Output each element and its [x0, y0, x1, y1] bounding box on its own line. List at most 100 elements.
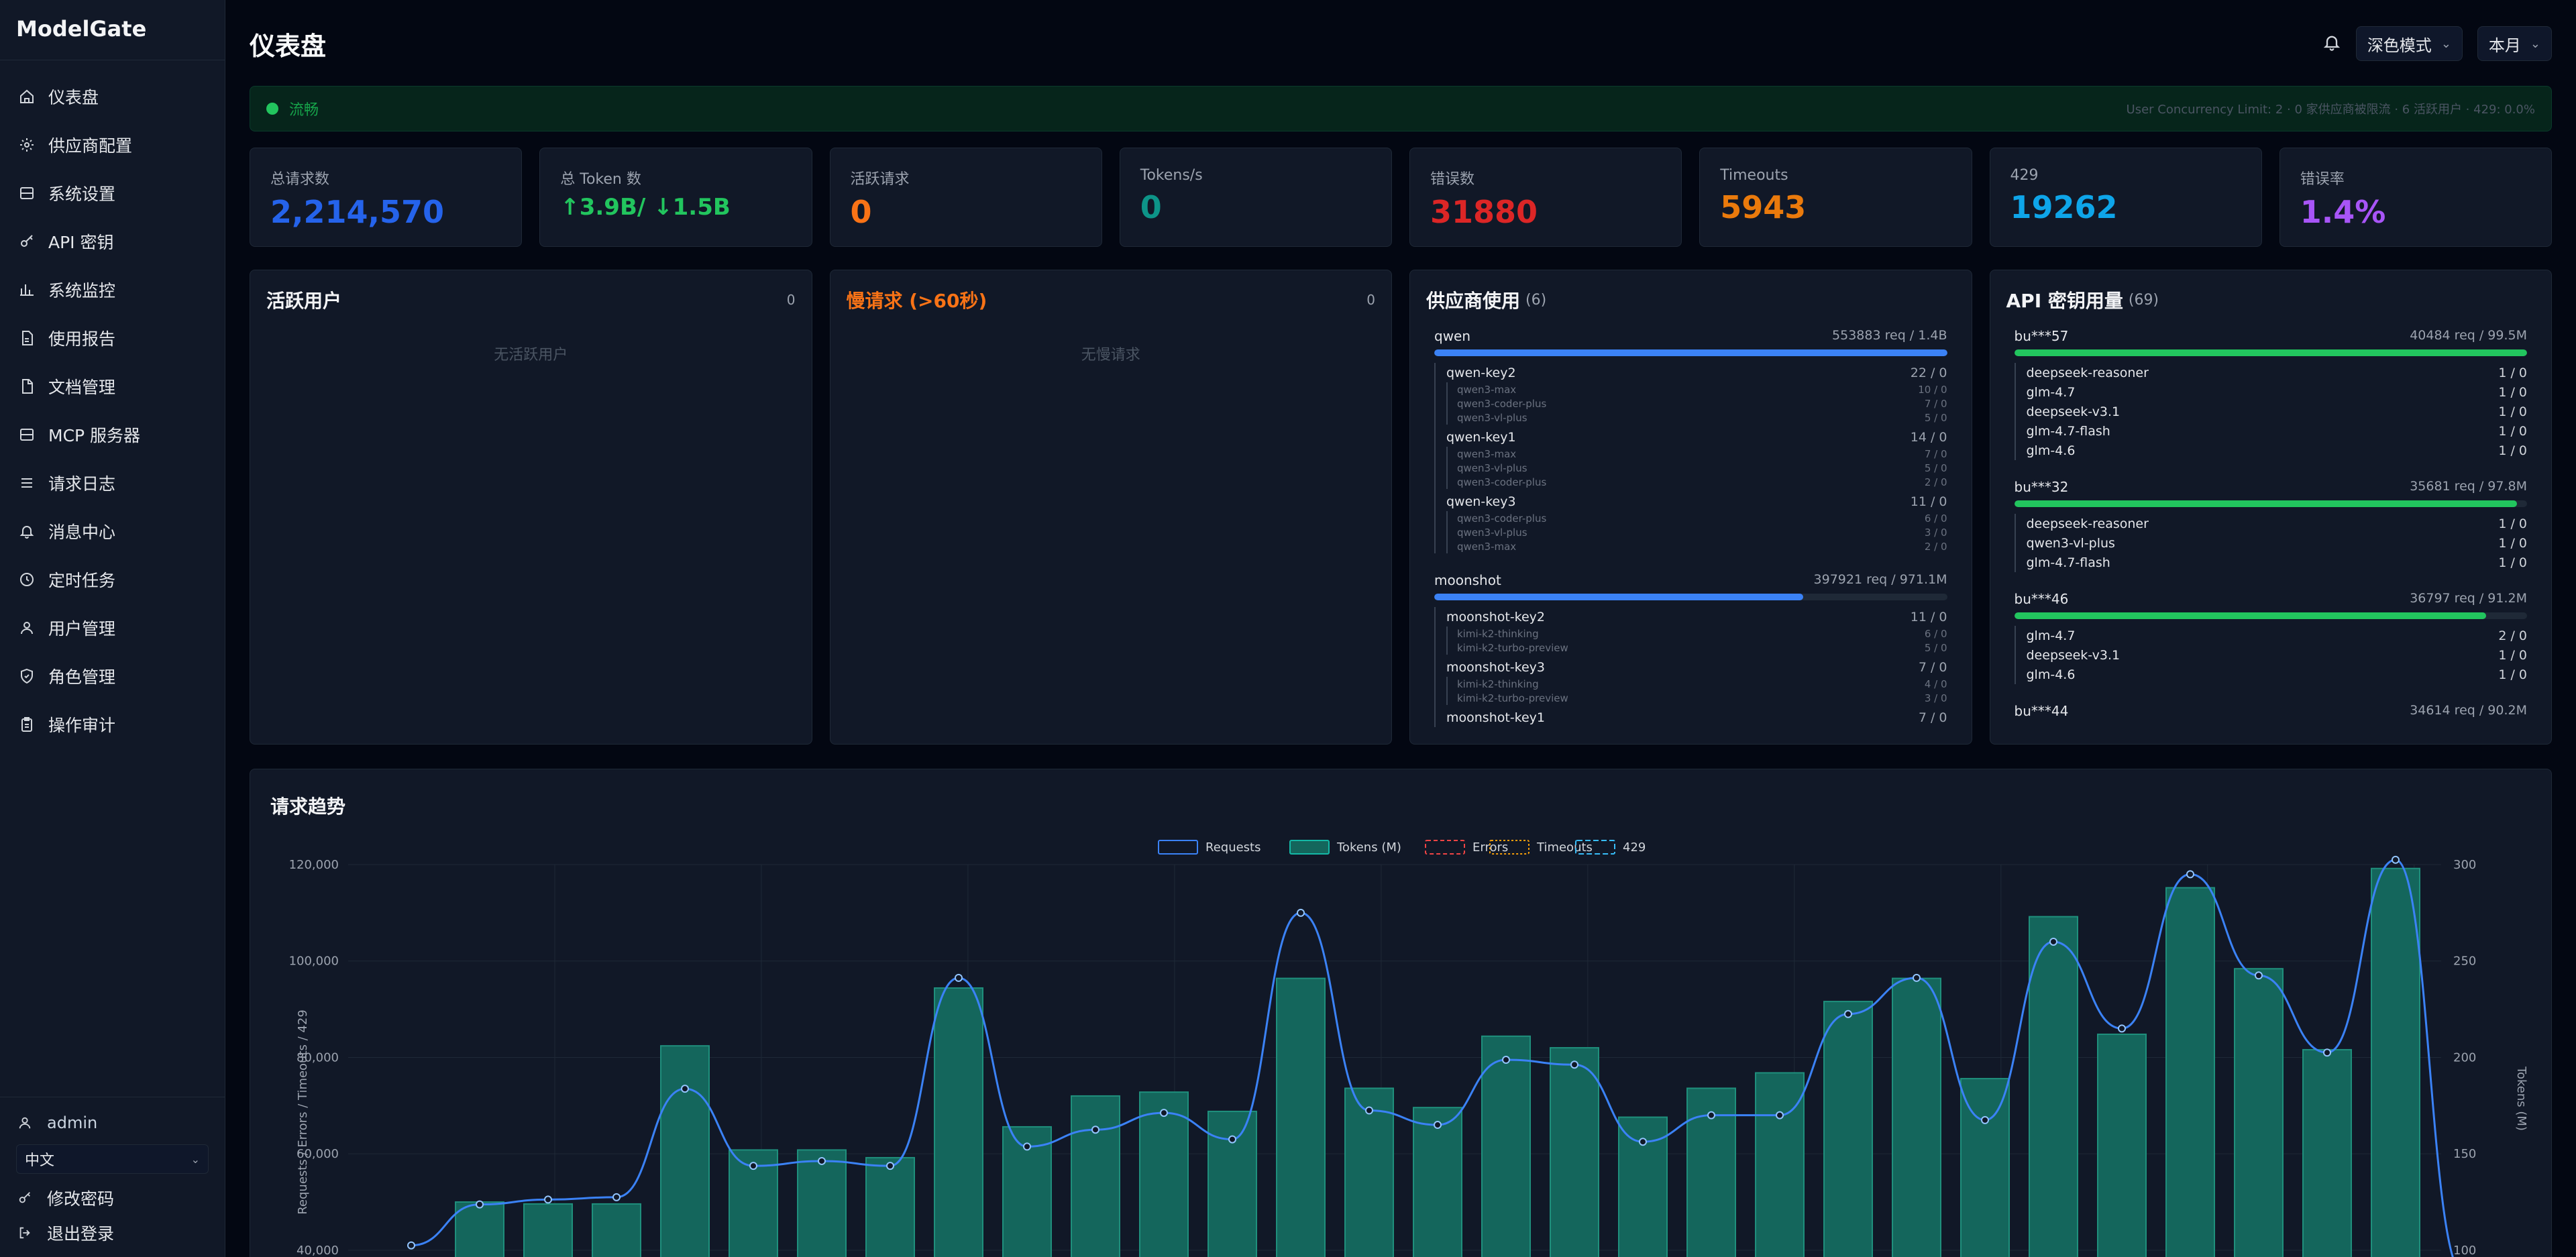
sidebar-item-2[interactable]: 系统设置 — [0, 169, 225, 217]
key-name: moonshot-key2 — [1446, 609, 1546, 624]
tokens-bar — [797, 1149, 847, 1257]
legend-swatch — [1158, 840, 1198, 855]
provider-stats: 553883 req / 1.4B — [1832, 328, 1947, 343]
model-row: qwen3-max 2 / 0 — [1457, 539, 1955, 553]
stat-label: 429 — [2010, 167, 2039, 184]
model-value: 2 / 0 — [2498, 628, 2527, 643]
sidebar-item-5[interactable]: 使用报告 — [0, 314, 225, 362]
provider-name: qwen — [1434, 328, 1471, 344]
provider-keys: qwen-key2 22 / 0 qwen3-max 10 / 0 qwen3-code… — [1434, 363, 1955, 553]
api-key-usage-count: (69) — [2128, 291, 2159, 309]
model-value: 7 / 0 — [1924, 447, 1947, 460]
sidebar-item-6[interactable]: 文档管理 — [0, 362, 225, 411]
api-key-model-row: deepseek-v3.1 1 / 0 — [2027, 402, 2536, 421]
stat-label: 总 Token 数 — [560, 171, 641, 188]
requests-point — [476, 1200, 484, 1209]
y-tick-label: 40,000 — [297, 1244, 339, 1257]
slow-requests-empty: 无慢请求 — [1081, 347, 1140, 364]
model-row: qwen3-vl-plus 5 / 0 — [1457, 461, 1955, 475]
document-icon — [17, 377, 36, 396]
sidebar-item-9[interactable]: 消息中心 — [0, 507, 225, 555]
y2-tick-label: 150 — [2453, 1147, 2476, 1161]
bar-chart-icon — [17, 280, 36, 299]
change-password-button[interactable]: 修改密码 — [0, 1181, 225, 1215]
provider-key-row: moonshot-key3 7 / 0 — [1446, 657, 1955, 677]
key-icon — [17, 232, 36, 251]
y-axis-title: Requests / Errors / Timeouts / 429 — [296, 1009, 310, 1215]
provider-key-row: qwen-key2 22 / 0 — [1446, 363, 1955, 382]
sidebar-item-label: MCP 服务器 — [48, 426, 141, 445]
sidebar-item-label: 请求日志 — [48, 474, 116, 494]
y-tick-label: 100,000 — [289, 954, 339, 969]
chart-title: 请求趋势 — [270, 796, 346, 818]
key-models: qwen3-max 10 / 0 qwen3-coder-plus 7 / 0 qwen… — [1446, 382, 1955, 425]
clock-icon — [17, 570, 36, 589]
api-key-stats: 34614 req / 90.2M — [2410, 703, 2527, 718]
theme-select[interactable]: 深色模式 ⌄ — [2355, 26, 2463, 61]
tokens-bar — [2097, 1033, 2147, 1257]
provider-usage-title: 供应商使用 — [1426, 290, 1521, 312]
model-name: qwen3-max — [1457, 383, 1517, 396]
sidebar-item-1[interactable]: 供应商配置 — [0, 121, 225, 169]
requests-point — [1365, 1106, 1373, 1115]
sidebar-item-4[interactable]: 系统监控 — [0, 266, 225, 314]
sidebar-item-0[interactable]: 仪表盘 — [0, 72, 225, 121]
model-row: qwen3-coder-plus 6 / 0 — [1457, 511, 1955, 525]
model-value: 3 / 0 — [1924, 692, 1947, 704]
model-value: 5 / 0 — [1924, 461, 1947, 474]
requests-point — [1502, 1056, 1510, 1064]
tokens-bar — [1823, 1001, 1873, 1257]
provider-key-row: qwen-key3 11 / 0 — [1446, 492, 1955, 511]
sidebar-item-10[interactable]: 定时任务 — [0, 555, 225, 604]
logout-button[interactable]: 退出登录 — [0, 1215, 225, 1250]
model-name: glm-4.7 — [2026, 384, 2076, 400]
sidebar-item-label: 消息中心 — [48, 523, 116, 542]
date-range-select[interactable]: 本月 ⌄ — [2477, 26, 2552, 61]
model-value: 4 / 0 — [1924, 677, 1947, 690]
api-key-model-row: glm-4.7 1 / 0 — [2027, 382, 2536, 402]
api-key-list[interactable]: bu***57 40484 req / 99.5M deepseek-reasone… — [2006, 328, 2536, 744]
api-key-usage-title: API 密钥用量 — [2006, 290, 2123, 312]
model-value: 1 / 0 — [2498, 647, 2527, 663]
model-value: 6 / 0 — [1924, 627, 1947, 640]
model-value: 1 / 0 — [2498, 555, 2527, 570]
tokens-bar — [1481, 1035, 1531, 1257]
notification-bell-icon[interactable] — [2322, 33, 2341, 54]
key-value: 7 / 0 — [1918, 659, 1947, 675]
api-key-model-row: glm-4.7-flash 1 / 0 — [2027, 553, 2536, 572]
sidebar-item-label: 角色管理 — [48, 667, 116, 687]
clipboard-icon — [17, 715, 36, 734]
api-key-model-row: glm-4.7-flash 1 / 0 — [2027, 421, 2536, 441]
language-select[interactable]: 中文 ⌄ — [16, 1144, 209, 1174]
tokens-bar — [1071, 1095, 1120, 1257]
y2-tick-label: 300 — [2453, 858, 2476, 872]
current-user: admin — [0, 1105, 225, 1140]
model-value: 1 / 0 — [2498, 667, 2527, 682]
sidebar-item-8[interactable]: 请求日志 — [0, 459, 225, 507]
stat-value: 1.4% — [2300, 194, 2386, 230]
stat-card: 429 19262 — [1989, 148, 2262, 247]
status-banner: 流畅 User Concurrency Limit: 2 · 0 家供应商被限流… — [250, 86, 2552, 131]
sidebar-item-3[interactable]: API 密钥 — [0, 217, 225, 266]
requests-point — [1570, 1060, 1578, 1069]
y-tick-label: 80,000 — [297, 1050, 339, 1064]
home-icon — [17, 87, 36, 106]
top-actions: 深色模式 ⌄ 本月 ⌄ — [2322, 26, 2552, 61]
provider-keys: moonshot-key2 11 / 0 kimi-k2-thinking 6 / 0… — [1434, 607, 1955, 727]
sidebar-item-13[interactable]: 操作审计 — [0, 700, 225, 749]
sidebar-item-7[interactable]: MCP 服务器 — [0, 411, 225, 459]
tokens-bar — [1344, 1087, 1394, 1257]
slow-requests-panel: 慢请求 (>60秒) 0 无慢请求 — [829, 270, 1392, 745]
model-name: kimi-k2-turbo-preview — [1457, 641, 1568, 654]
sidebar-item-11[interactable]: 用户管理 — [0, 604, 225, 652]
legend-label: Tokens (M) — [1336, 840, 1401, 855]
sidebar-item-12[interactable]: 角色管理 — [0, 652, 225, 700]
y2-tick-label: 200 — [2453, 1050, 2476, 1064]
api-key-stats: 40484 req / 99.5M — [2410, 328, 2527, 343]
api-key-model-row: qwen3-vl-plus 1 / 0 — [2027, 533, 2536, 553]
tokens-bar — [2029, 916, 2078, 1257]
tokens-bar — [1139, 1091, 1189, 1257]
status-text: 流畅 — [289, 102, 319, 119]
provider-list[interactable]: qwen 553883 req / 1.4B qwen-key2 22 / 0 qwen… — [1426, 328, 1955, 744]
